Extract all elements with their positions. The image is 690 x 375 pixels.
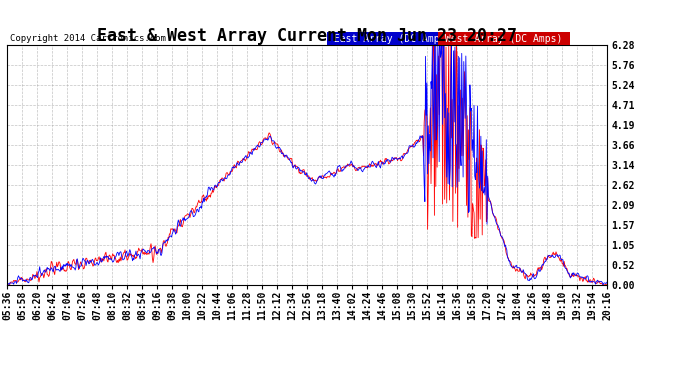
Text: East Array (DC Amps): East Array (DC Amps)	[328, 34, 457, 44]
Title: East & West Array Current Mon Jun 23 20:27: East & West Array Current Mon Jun 23 20:…	[97, 27, 517, 45]
Text: West Array (DC Amps): West Array (DC Amps)	[439, 34, 569, 44]
Text: Copyright 2014 Cartronics.com: Copyright 2014 Cartronics.com	[10, 34, 166, 43]
